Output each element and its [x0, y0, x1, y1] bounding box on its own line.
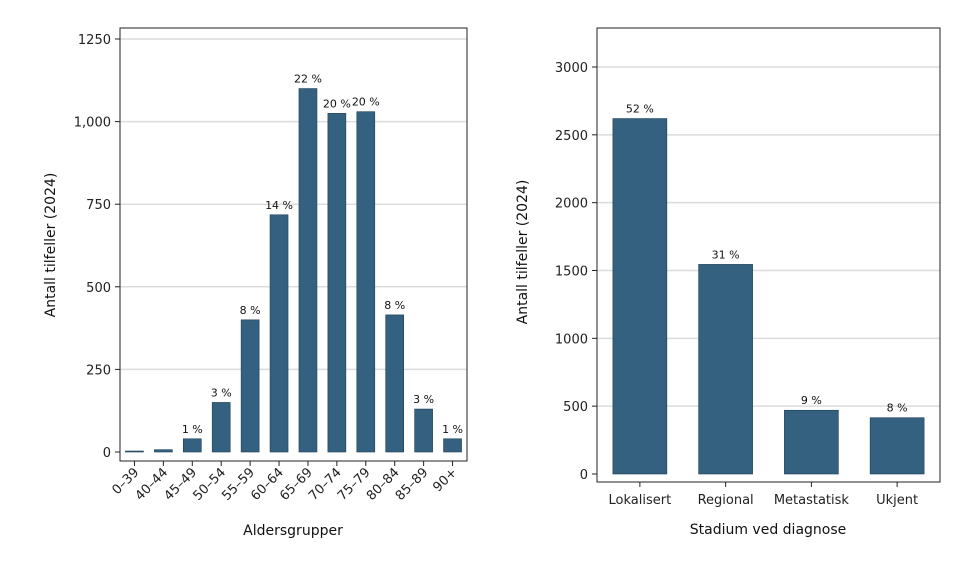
- x-tick-label: Ukjent: [876, 493, 918, 508]
- data-label: 31 %: [712, 248, 740, 261]
- y-axis-title: Antall tilfeller (2024): [515, 180, 531, 325]
- x-axis-title: Aldersgrupper: [243, 523, 343, 539]
- x-tick-label: Regional: [698, 493, 754, 508]
- y-tick-label: 250: [86, 363, 111, 378]
- bar: [327, 113, 347, 453]
- y-tick-label: 2000: [555, 197, 588, 212]
- data-label: 8 %: [240, 304, 261, 317]
- bar: [240, 319, 260, 453]
- data-label: 8 %: [887, 402, 908, 415]
- y-tick-label: 0: [103, 446, 111, 461]
- bar: [698, 264, 753, 475]
- bar: [612, 118, 668, 475]
- bar: [385, 314, 405, 453]
- data-label: 9 %: [801, 394, 822, 407]
- data-label: 14 %: [265, 199, 293, 212]
- plot-frame: [119, 27, 468, 462]
- y-tick-label: 500: [86, 281, 111, 296]
- y-tick-label: 750: [86, 198, 111, 213]
- data-label: 1 %: [442, 423, 463, 436]
- y-tick-label: 1500: [555, 265, 588, 280]
- data-label: 20 %: [352, 96, 380, 109]
- y-tick-label: 1,000: [74, 116, 111, 131]
- bar: [298, 88, 318, 453]
- bar: [211, 402, 231, 453]
- plot-frame: [596, 27, 941, 483]
- y-tick-label: 3000: [555, 61, 588, 76]
- bar: [125, 450, 144, 453]
- y-tick-label: 500: [563, 400, 588, 415]
- bar: [414, 408, 433, 453]
- chart-2: 0 500 1000 1500 2000 2500 3000 52 % Lokalisert 31…: [515, 27, 941, 538]
- bar: [869, 417, 925, 475]
- x-tick-label: 90+: [430, 465, 460, 495]
- x-tick-label: Lokalisert: [609, 493, 672, 508]
- data-label: 52 %: [626, 103, 654, 116]
- bar: [269, 214, 289, 453]
- bar: [784, 409, 839, 475]
- data-label: 3 %: [413, 393, 434, 406]
- bar: [154, 449, 173, 453]
- x-tick-label: 85–89: [393, 465, 432, 504]
- x-axis-title: Stadium ved diagnose: [690, 522, 847, 538]
- y-tick-label: 0: [580, 468, 588, 483]
- y-tick-label: 1250: [78, 33, 111, 48]
- data-label: 22 %: [294, 73, 322, 86]
- y-axis-title: Antall tilfeller (2024): [43, 173, 59, 318]
- data-label: 20 %: [323, 97, 351, 110]
- y-tick-label: 1000: [555, 332, 588, 347]
- bar: [182, 438, 202, 453]
- bar: [356, 111, 376, 453]
- data-label: 8 %: [384, 299, 405, 312]
- data-label: 1 %: [182, 423, 203, 436]
- data-label: 3 %: [211, 386, 232, 399]
- y-tick-label: 2500: [555, 129, 588, 144]
- bar: [443, 438, 462, 453]
- x-tick-label: Metastatisk: [774, 493, 850, 508]
